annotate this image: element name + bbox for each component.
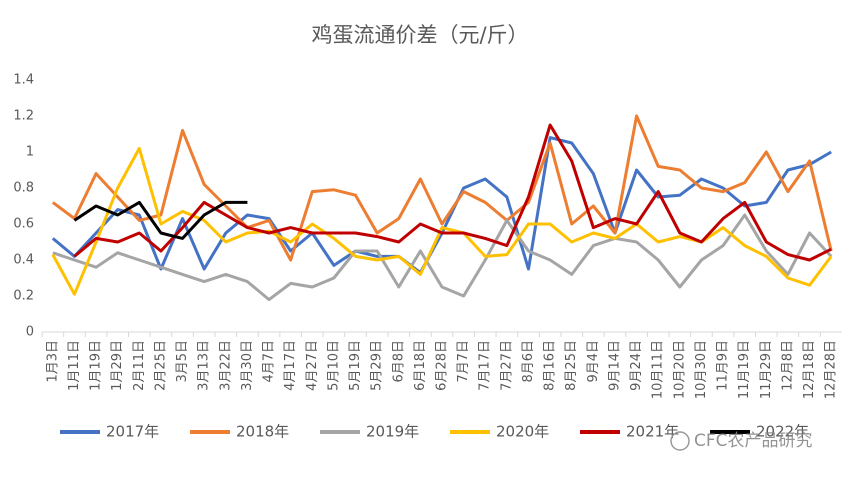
y-tick-label: 0.4 xyxy=(13,253,34,268)
x-tick-label: 3月22日 xyxy=(218,340,233,391)
x-tick-label: 4月17日 xyxy=(283,340,298,391)
x-tick-label: 6月28日 xyxy=(435,340,450,391)
x-tick-label: 9月14日 xyxy=(607,340,622,391)
x-tick-label: 4月7日 xyxy=(262,340,277,383)
x-tick-label: 12月28日 xyxy=(824,340,839,399)
x-tick-label: 8月16日 xyxy=(543,340,558,391)
legend-label: 2019年 xyxy=(366,423,419,441)
y-tick-label: 1.2 xyxy=(13,109,34,124)
x-tick-label: 5月29日 xyxy=(370,340,385,391)
x-tick-label: 10月11日 xyxy=(651,340,666,399)
x-tick-label: 5月10日 xyxy=(326,340,341,391)
legend-label: 2022年 xyxy=(756,423,809,441)
x-tick-label: 10月20日 xyxy=(672,340,687,399)
watermark: CFC农产品研究 xyxy=(694,431,813,451)
y-tick-label: 1 xyxy=(26,145,34,160)
x-tick-label: 8月6日 xyxy=(521,340,536,383)
legend-label: 2021年 xyxy=(626,423,679,441)
series-line xyxy=(73,200,248,240)
x-tick-label: 10月30日 xyxy=(694,340,709,399)
x-tick-label: 1月29日 xyxy=(110,340,125,391)
chart-title: 鸡蛋流通价差（元/斤） xyxy=(311,23,528,47)
x-tick-label: 6月18日 xyxy=(413,340,428,391)
x-tick-label: 11月9日 xyxy=(716,340,731,391)
x-tick-label: 2月11日 xyxy=(132,340,147,391)
y-tick-label: 0 xyxy=(26,325,34,340)
x-tick-label: 6月8日 xyxy=(391,340,406,383)
x-tick-label: 11月19日 xyxy=(737,340,752,399)
y-tick-label: 0.2 xyxy=(13,289,34,304)
watermark-icon xyxy=(670,431,690,451)
x-tick-label: 12月8日 xyxy=(780,340,795,391)
x-tick-label: 1月19日 xyxy=(89,340,104,391)
x-tick-label: 3月5日 xyxy=(175,340,190,383)
x-tick-label: 5月19日 xyxy=(348,340,363,391)
series-line xyxy=(51,114,833,262)
series-line xyxy=(52,213,833,302)
x-tick-label: 4月27日 xyxy=(305,340,320,391)
legend: 2017年 2018年 2019年 2020年 2021年 2022年 xyxy=(60,423,809,441)
x-tick-label: 12月18日 xyxy=(802,340,817,399)
x-tick-label: 2月25日 xyxy=(153,340,168,391)
x-tick-label: 8月25日 xyxy=(564,340,579,391)
x-tick-label: 7月17日 xyxy=(478,340,493,391)
x-tick-label: 7月27日 xyxy=(499,340,514,391)
x-tick-label: 3月13日 xyxy=(197,340,212,391)
y-tick-label: 0.8 xyxy=(13,181,34,196)
series-line xyxy=(73,123,832,262)
legend-label: 2020年 xyxy=(496,423,549,441)
x-tick-label: 1月11日 xyxy=(67,340,82,391)
x-tick-label: 1月3日 xyxy=(45,340,60,383)
y-tick-label: 0.6 xyxy=(13,217,34,232)
legend-label: 2017年 xyxy=(106,423,159,441)
x-tick-label: 3月30日 xyxy=(240,340,255,391)
x-tick-label: 9月24日 xyxy=(629,340,644,391)
x-tick-label: 9月4日 xyxy=(586,340,601,383)
legend-label: 2018年 xyxy=(236,423,289,441)
x-tick-label: 11月29日 xyxy=(759,340,774,399)
x-tick-label: 7月7日 xyxy=(456,340,471,383)
y-tick-label: 1.4 xyxy=(13,73,34,88)
